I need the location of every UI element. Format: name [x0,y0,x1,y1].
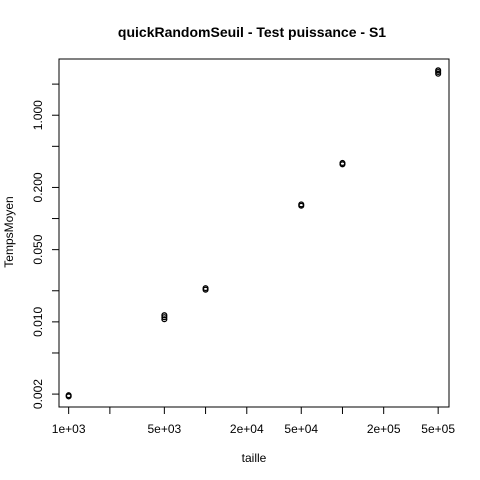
chart-title: quickRandomSeuil - Test puissance - S1 [118,24,386,40]
y-tick-label: 0.010 [31,307,45,337]
data-point [161,316,168,323]
y-axis-label: TempsMoyen [2,196,16,267]
x-axis: 1e+03 5e+03 2e+04 5e+04 2e+05 5e+05 [52,407,455,436]
x-axis-label: taille [242,451,267,465]
data-point [435,67,442,74]
x-tick-label: 2e+05 [367,422,401,436]
data-point [202,285,209,292]
data-point [298,201,305,208]
x-tick-label: 5e+05 [421,422,455,436]
data-point [161,314,168,321]
data-point [161,312,168,319]
x-tick-label: 5e+04 [284,422,318,436]
data-points [65,67,442,400]
y-tick-label: 0.200 [31,172,45,202]
data-point [65,392,72,399]
y-tick-label: 0.002 [31,379,45,409]
y-axis: 0.002 0.010 0.050 0.200 1.000 [31,83,59,409]
x-tick-label: 1e+03 [52,422,86,436]
x-tick-label: 2e+04 [230,422,264,436]
data-point [339,159,346,167]
plot-frame [58,58,450,408]
x-tick-label: 5e+03 [148,422,182,436]
y-tick-label: 1.000 [31,100,45,130]
y-tick-label: 0.050 [31,234,45,264]
